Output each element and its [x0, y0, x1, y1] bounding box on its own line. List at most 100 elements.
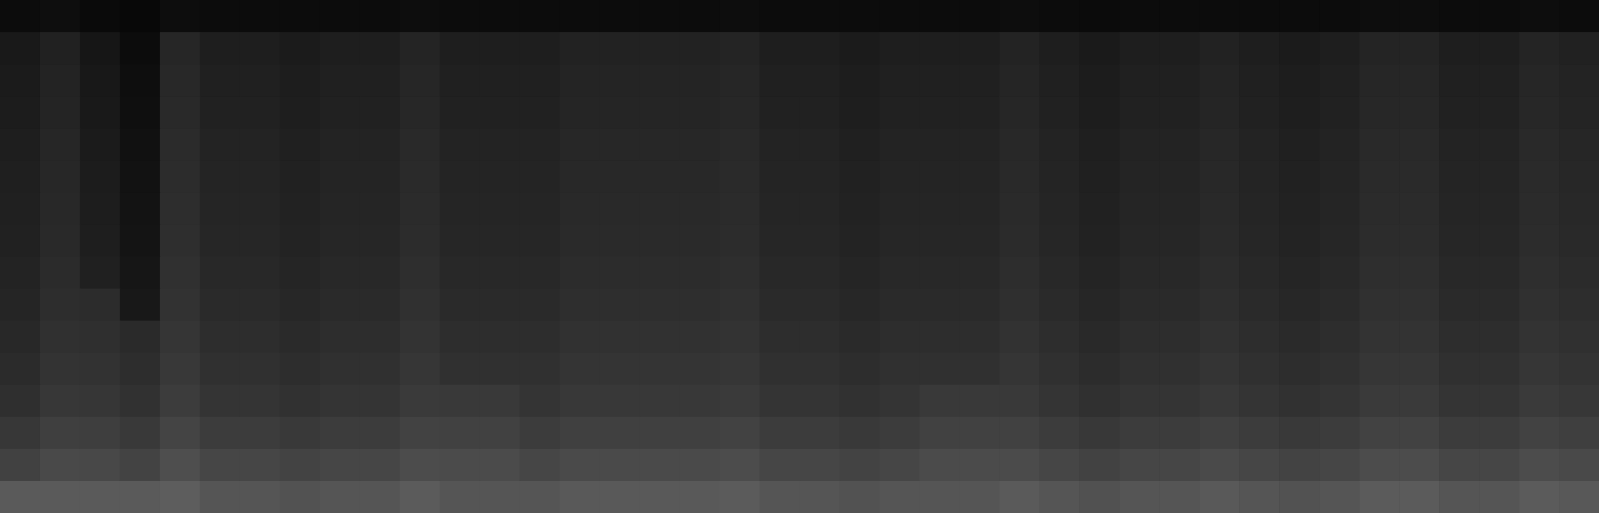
cell: [1119, 192, 1160, 225]
cell: [1159, 449, 1200, 482]
cell: [120, 224, 161, 257]
cell: [760, 128, 801, 161]
cell: [320, 481, 361, 513]
cell: [1039, 353, 1080, 386]
cell: [1199, 160, 1240, 193]
cell: [240, 417, 281, 450]
cell: [760, 449, 801, 482]
cell: [640, 224, 681, 257]
cell: [1359, 417, 1400, 450]
cell: [1199, 449, 1240, 482]
cell: [1079, 417, 1120, 450]
cell: [400, 64, 441, 97]
cell: [1039, 289, 1080, 322]
cell: [40, 289, 81, 322]
cell: [0, 257, 41, 290]
cell: [1479, 257, 1520, 290]
cell: [800, 385, 841, 418]
cell: [1199, 192, 1240, 225]
cell: [919, 224, 960, 257]
cell: [1279, 96, 1320, 129]
cell: [1359, 192, 1400, 225]
cell: [600, 32, 641, 65]
cell: [879, 417, 920, 450]
cell: [720, 481, 761, 513]
cell: [520, 481, 561, 513]
cell: [560, 96, 601, 129]
cell: [560, 449, 601, 482]
cell: [999, 192, 1040, 225]
cell: [760, 321, 801, 354]
cell: [1119, 289, 1160, 322]
cell: [879, 481, 920, 513]
cell: [1359, 160, 1400, 193]
cell: [839, 192, 880, 225]
cell: [1519, 96, 1560, 129]
cell: [200, 128, 241, 161]
cell: [480, 257, 521, 290]
cell: [200, 385, 241, 418]
cell: [1079, 32, 1120, 65]
cell: [320, 192, 361, 225]
cell: [839, 321, 880, 354]
cell: [680, 481, 721, 513]
cell: [1199, 481, 1240, 513]
cell: [1039, 321, 1080, 354]
cell: [400, 257, 441, 290]
cell: [360, 64, 401, 97]
cell: [1079, 289, 1120, 322]
cell: [520, 160, 561, 193]
cell: [1359, 289, 1400, 322]
cell: [720, 289, 761, 322]
cell: [520, 224, 561, 257]
cell: [1519, 32, 1560, 65]
cell: [760, 353, 801, 386]
cell: [1239, 417, 1280, 450]
cell: [1439, 257, 1480, 290]
cell: [560, 128, 601, 161]
cell: [959, 128, 1000, 161]
cell: [360, 481, 401, 513]
cell: [1439, 481, 1480, 513]
cell: [80, 353, 121, 386]
cell: [680, 96, 721, 129]
cell: [360, 192, 401, 225]
cell: [680, 289, 721, 322]
cell: [200, 96, 241, 129]
cell: [240, 449, 281, 482]
cell: [40, 321, 81, 354]
cell: [320, 64, 361, 97]
cell: [0, 417, 41, 450]
cell: [0, 32, 41, 65]
cell: [1079, 160, 1120, 193]
cell: [80, 449, 121, 482]
cell: [520, 353, 561, 386]
cell: [999, 481, 1040, 513]
cell: [680, 64, 721, 97]
cell: [720, 224, 761, 257]
cell: [240, 128, 281, 161]
cell: [1279, 289, 1320, 322]
cell: [959, 385, 1000, 418]
cell: [1079, 224, 1120, 257]
cell: [240, 257, 281, 290]
cell: [80, 289, 121, 322]
cell: [40, 481, 81, 513]
cell: [919, 192, 960, 225]
cell: [1239, 224, 1280, 257]
cell: [680, 353, 721, 386]
cell: [1239, 385, 1280, 418]
cell: [879, 96, 920, 129]
cell: [480, 417, 521, 450]
cell: [360, 0, 401, 33]
cell: [760, 160, 801, 193]
cell: [640, 257, 681, 290]
cell: [1119, 449, 1160, 482]
cell: [200, 481, 241, 513]
cell: [1159, 353, 1200, 386]
cell: [879, 449, 920, 482]
cell: [560, 417, 601, 450]
cell: [1239, 32, 1280, 65]
cell: [879, 0, 920, 33]
cell: [440, 192, 481, 225]
